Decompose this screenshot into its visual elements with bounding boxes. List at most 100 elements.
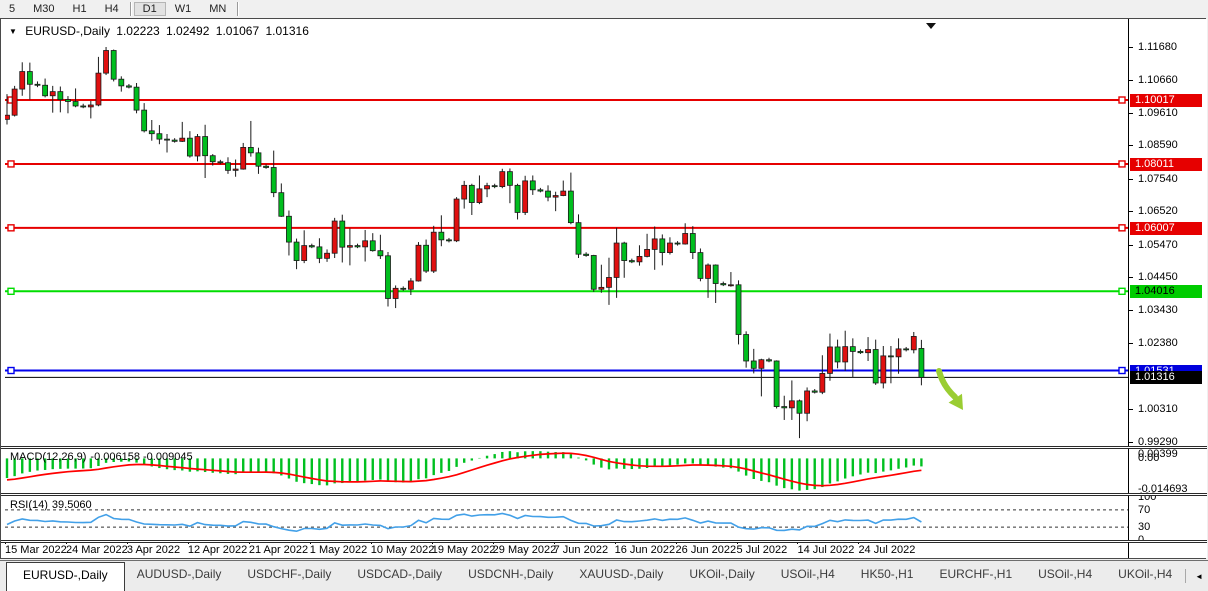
time-axis-label: 7 Jun 2022 — [553, 544, 609, 556]
tab-scroll-left-button[interactable]: ◄ — [1195, 571, 1204, 581]
readout-close: 1.01316 — [265, 24, 309, 38]
timeframe-button-m30[interactable]: M30 — [33, 3, 55, 15]
price-chart[interactable] — [5, 22, 1132, 446]
price-axis-label: 1.09610 — [1138, 106, 1178, 119]
price-axis-label: 1.02380 — [1138, 337, 1178, 350]
rsi-axis-label: 70 — [1138, 503, 1151, 516]
price-badge-1.04016: 1.04016 — [1130, 285, 1202, 299]
symbol-tab-ukoil-daily[interactable]: UKOil-,Daily — [689, 567, 755, 581]
hline-handle-right[interactable] — [1118, 366, 1126, 375]
timeframe-button-h4[interactable]: H4 — [104, 3, 119, 15]
down-arrow-annotation[interactable] — [936, 368, 958, 400]
symbol-tab-ukoil-h4[interactable]: UKOil-,H4 — [1118, 567, 1173, 581]
hline-handle-left[interactable] — [7, 224, 15, 232]
symbol-tab-eurchf-h1[interactable]: EURCHF-,H1 — [939, 567, 1013, 581]
time-axis-label: 1 May 2022 — [309, 544, 368, 556]
price-badge-1.06007: 1.06007 — [1130, 221, 1202, 235]
symbol-tab-usdchf-daily[interactable]: USDCHF-,Daily — [247, 567, 332, 581]
time-axis[interactable]: 15 Mar 2022 24 Mar 2022 3 Apr 2022 12 Apr 2… — [1, 541, 1128, 558]
price-axis-label: 1.06520 — [1138, 205, 1178, 218]
price-badge-1.01316: 1.01316 — [1130, 371, 1202, 385]
price-axis-label: 1.05470 — [1138, 238, 1178, 251]
symbol-tab-hk50-h1[interactable]: HK50-,H1 — [860, 567, 914, 581]
symbol-tab-eurusd-daily[interactable]: EURUSD-,Daily — [6, 562, 125, 591]
timeframe-button-5[interactable]: 5 — [9, 3, 16, 15]
price-axis-tick — [1129, 79, 1133, 81]
tab-scroll-arrows: ◄► — [1184, 561, 1208, 591]
macd-signal-line — [6, 452, 922, 487]
panel-separator[interactable] — [1, 446, 1207, 449]
price-axis-tick — [1129, 145, 1133, 147]
time-axis-label: 15 Mar 2022 — [5, 544, 67, 556]
time-axis-label: 24 Mar 2022 — [65, 544, 128, 556]
readout-high: 1.02492 — [166, 24, 210, 38]
time-axis-label: 12 Apr 2022 — [187, 544, 248, 556]
symbol-tab-usdcad-daily[interactable]: USDCAD-,Daily — [357, 567, 443, 581]
time-axis-label: 3 Apr 2022 — [126, 544, 181, 556]
rsi-axis-label: 30 — [1138, 521, 1151, 534]
timeframe-button-mn[interactable]: MN — [209, 3, 227, 15]
toolbar-separator — [129, 2, 132, 16]
price-axis-tick — [1129, 277, 1133, 279]
timeframe-button-w1[interactable]: W1 — [174, 3, 192, 15]
price-axis-label: 1.03430 — [1138, 303, 1178, 316]
time-axis-label: 26 Jun 2022 — [675, 544, 737, 556]
autoscroll-marker-icon[interactable] — [926, 23, 936, 29]
symbol-tab-usdcnh-daily[interactable]: USDCNH-,Daily — [468, 567, 554, 581]
hline-handle-right[interactable] — [1118, 287, 1126, 295]
time-axis-label: 14 Jul 2022 — [797, 544, 855, 556]
timeframe-toolbar: 5 M30 H1 H4 D1 W1 MN — [0, 0, 1208, 18]
timeframe-button-h1[interactable]: H1 — [72, 3, 87, 15]
down-arrow-annotation-head — [948, 393, 963, 410]
panel-separator[interactable] — [1, 540, 1207, 543]
price-axis-tick — [1129, 244, 1133, 246]
toolbar-separator — [237, 2, 240, 16]
symbol-tab-audusd-daily[interactable]: AUDUSD-,Daily — [136, 567, 222, 581]
tab-separator — [1185, 568, 1187, 583]
price-axis-tick — [1129, 46, 1133, 48]
symbol-tab-xauusd-daily[interactable]: XAUUSD-,Daily — [579, 567, 664, 581]
chart-symbol-label: EURUSD-,Daily — [25, 24, 110, 38]
hline-handle-left[interactable] — [7, 366, 15, 375]
time-axis-label: 10 May 2022 — [370, 544, 435, 556]
price-badge-1.10017: 1.10017 — [1130, 94, 1202, 107]
macd-axis-label: 0.00399 — [1138, 448, 1178, 460]
symbol-tab-usoil-h4[interactable]: USOil-,H4 — [780, 567, 835, 581]
symbol-dropdown-caret[interactable]: ▼ — [9, 27, 17, 36]
macd-panel[interactable] — [5, 449, 1132, 493]
symbol-tab-bar: EURUSD-,Daily AUDUSD-,Daily USDCHF-,Daily U… — [0, 560, 1208, 591]
readout-low: 1.01067 — [215, 24, 260, 38]
hline-handle-left[interactable] — [7, 160, 15, 168]
symbol-tab-usoil-h4[interactable]: USOil-,H4 — [1038, 567, 1093, 581]
time-axis-label: 5 Jul 2022 — [736, 544, 788, 556]
hline-handle-right[interactable] — [1118, 96, 1126, 104]
price-axis-label: 1.11680 — [1138, 40, 1177, 53]
rsi-panel[interactable] — [5, 497, 1132, 540]
rsi-line — [6, 512, 922, 533]
hline-handle-right[interactable] — [1118, 160, 1126, 168]
chart-title: ▼ EURUSD-,Daily 1.02223 1.02492 1.01067 … — [9, 24, 312, 38]
hline-handle-right[interactable] — [1118, 224, 1126, 232]
price-axis-tick — [1129, 409, 1133, 411]
price-axis-label: 1.08590 — [1138, 139, 1178, 152]
macd-axis-label: -0.014693 — [1138, 483, 1188, 495]
time-axis-label: 16 Jun 2022 — [614, 544, 676, 556]
price-axis-tick — [1129, 309, 1133, 311]
price-axis-tick — [1129, 211, 1133, 213]
timeframe-button-d1[interactable]: D1 — [133, 2, 166, 16]
price-axis[interactable]: 1.11680 1.10660 1.09610 1.08590 1.07540 1.065… — [1128, 19, 1207, 558]
time-axis-label: 29 May 2022 — [492, 544, 557, 556]
price-axis-tick — [1129, 441, 1133, 443]
panel-separator[interactable] — [1, 493, 1207, 496]
rsi-label: RSI(14) 39.5060 — [10, 499, 92, 511]
time-axis-label: 19 May 2022 — [431, 544, 496, 556]
price-axis-label: 1.10660 — [1138, 73, 1178, 86]
readout-open: 1.02223 — [116, 24, 160, 38]
price-axis-label: 1.04450 — [1138, 271, 1178, 284]
chart-window: ▼ EURUSD-,Daily 1.02223 1.02492 1.01067 … — [0, 18, 1207, 559]
hline-handle-left[interactable] — [7, 287, 15, 295]
price-axis-label: 1.00310 — [1138, 403, 1178, 416]
price-axis-label: 1.07540 — [1138, 172, 1178, 185]
time-axis-label: 24 Jul 2022 — [858, 544, 916, 556]
